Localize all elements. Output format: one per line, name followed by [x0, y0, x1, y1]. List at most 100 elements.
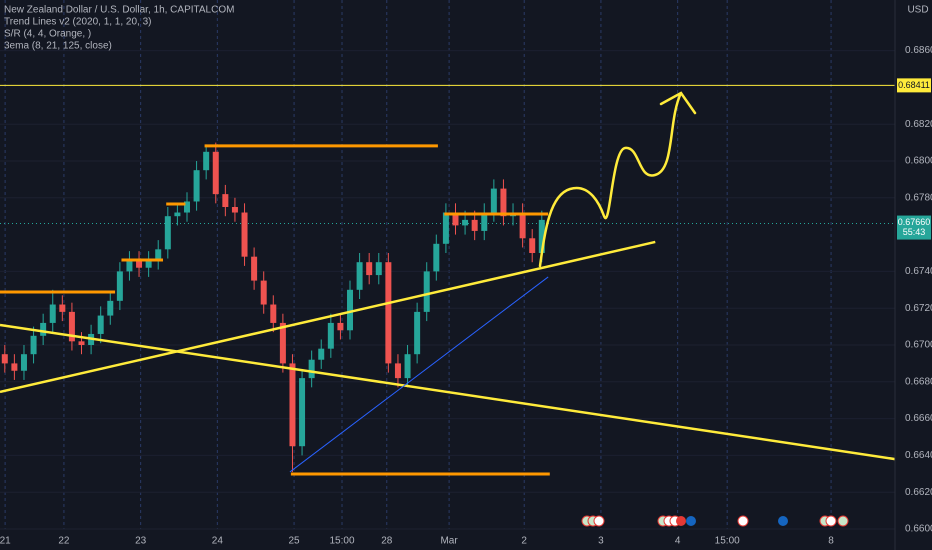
candle-body — [318, 348, 325, 360]
candle — [385, 253, 392, 373]
indicator-label: S/R (4, 4, Orange, ) — [4, 29, 91, 40]
candle-body — [500, 188, 507, 217]
candle — [78, 332, 85, 355]
candle — [136, 251, 143, 277]
candle-body — [136, 260, 143, 268]
candle — [107, 291, 114, 325]
x-tick-label: 23 — [135, 536, 147, 547]
candle-body — [78, 341, 85, 345]
x-tick-label: Mar — [440, 536, 458, 547]
candle-body — [97, 315, 104, 334]
candle — [212, 142, 219, 204]
candle-body — [375, 262, 382, 276]
y-tick-label: 0.66400 — [905, 450, 932, 461]
trend-line — [0, 323, 896, 461]
candle-body — [462, 219, 469, 226]
candle — [375, 253, 382, 285]
candle — [164, 207, 171, 259]
candle — [289, 354, 296, 472]
candle-body — [193, 170, 200, 202]
candle — [442, 203, 449, 253]
candle-body — [414, 311, 421, 355]
candle-body — [452, 212, 459, 226]
x-tick-label: 25 — [289, 536, 301, 547]
candle — [366, 253, 373, 285]
candle-body — [11, 363, 18, 371]
y-tick-label: 0.67800 — [905, 192, 932, 203]
x-tick-label: 22 — [58, 536, 70, 547]
plot-area — [0, 0, 896, 530]
candle-body — [222, 194, 229, 207]
candle-body — [538, 219, 545, 253]
candle — [174, 203, 181, 226]
candle-body — [356, 262, 363, 290]
candle — [145, 251, 152, 277]
x-tick-label: 15:00 — [330, 536, 355, 547]
last-price-box — [897, 215, 931, 240]
candle-body — [145, 260, 152, 268]
candle-body — [519, 212, 526, 239]
candle — [68, 302, 75, 351]
candle-body — [529, 238, 536, 253]
candle-body — [20, 354, 27, 371]
candle — [394, 354, 401, 388]
candle — [347, 280, 354, 340]
candle — [20, 345, 27, 380]
x-tick-label: 3 — [598, 536, 604, 547]
candle-body — [1, 354, 8, 364]
candle-body — [366, 262, 373, 276]
candle-body — [126, 260, 133, 272]
candle — [452, 203, 459, 235]
candle-body — [327, 322, 334, 349]
candle — [1, 345, 8, 373]
candle-body — [471, 219, 478, 231]
candle — [500, 179, 507, 226]
y-tick-label: 0.68600 — [905, 45, 932, 56]
candle — [481, 203, 488, 241]
candle — [260, 271, 267, 314]
candle — [337, 313, 344, 340]
candle-body — [116, 271, 123, 301]
candle-body — [385, 262, 392, 364]
candle-body — [394, 363, 401, 379]
candle-body — [490, 188, 497, 213]
candle — [222, 184, 229, 217]
candle-body — [49, 304, 56, 323]
y-tick-label: 0.67400 — [905, 266, 932, 277]
x-tick-label: 21 — [0, 536, 11, 547]
candle — [30, 326, 37, 364]
candle — [231, 197, 238, 222]
level-label: 0.68411 — [898, 80, 930, 90]
candle-body — [231, 207, 238, 213]
candle-body — [260, 280, 267, 305]
candle-body — [40, 322, 47, 336]
candle — [49, 289, 56, 333]
candle — [11, 354, 18, 380]
candle-body — [442, 212, 449, 244]
candle — [203, 144, 210, 180]
indicator-label: Trend Lines v2 (2020, 1, 1, 20, 3) — [4, 17, 152, 28]
candle — [241, 203, 248, 266]
candle — [433, 234, 440, 281]
countdown-label: 55:43 — [903, 227, 926, 237]
candle — [251, 247, 258, 290]
indicator-label: 3ema (8, 21, 125, close) — [4, 41, 112, 52]
x-tick-label: 8 — [828, 536, 834, 547]
candle-body — [59, 304, 66, 312]
candle — [97, 306, 104, 344]
candle — [183, 192, 190, 222]
candle — [270, 295, 277, 333]
candle — [356, 253, 363, 299]
candle-body — [241, 212, 248, 257]
candle-body — [183, 201, 190, 213]
candle-body — [337, 322, 344, 331]
candle — [155, 240, 162, 270]
candle-body — [174, 212, 181, 217]
chart-title: New Zealand Dollar / U.S. Dollar, 1h, CA… — [4, 5, 234, 16]
candle-body — [308, 359, 315, 379]
x-tick-label: 4 — [675, 536, 681, 547]
candle — [423, 262, 430, 322]
candle — [193, 161, 200, 211]
